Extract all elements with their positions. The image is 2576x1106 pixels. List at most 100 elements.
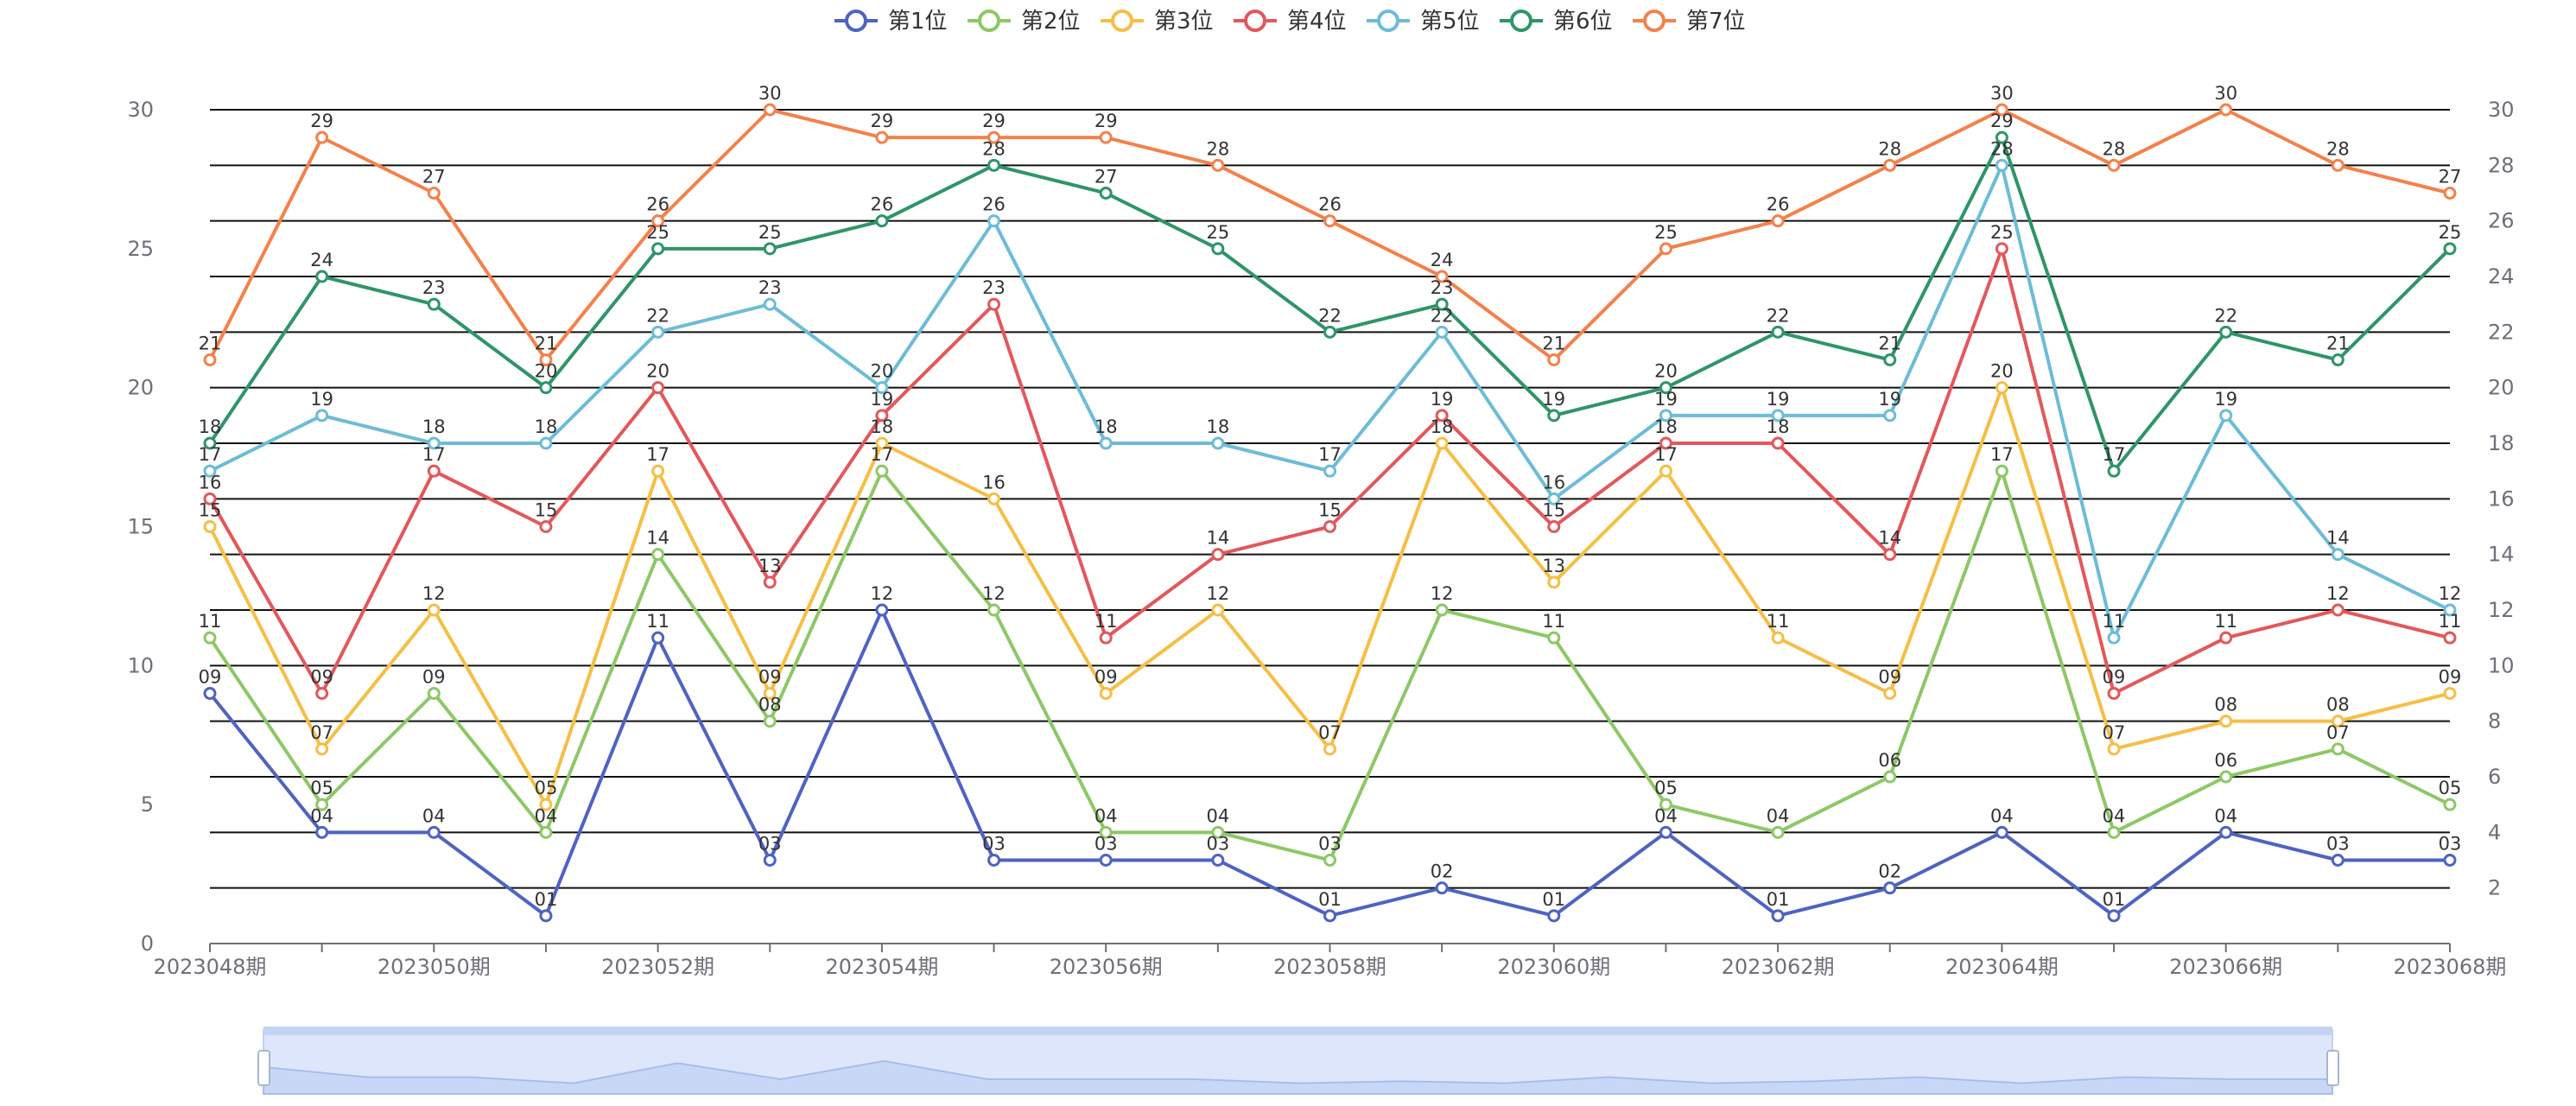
data-point[interactable]	[1659, 436, 1672, 450]
data-point[interactable]	[1771, 825, 1785, 839]
data-point[interactable]	[2443, 854, 2457, 867]
data-point[interactable]	[2219, 825, 2233, 839]
data-point[interactable]	[651, 464, 665, 478]
data-point[interactable]	[1323, 464, 1336, 478]
data-point[interactable]	[763, 854, 777, 867]
data-point[interactable]	[1547, 353, 1561, 366]
data-point[interactable]	[1547, 409, 1561, 423]
data-point[interactable]	[539, 520, 553, 533]
legend-item-3[interactable]: 第3位	[1101, 9, 1214, 35]
data-point[interactable]	[2219, 325, 2233, 339]
data-point[interactable]	[315, 130, 329, 144]
data-point[interactable]	[1435, 297, 1449, 311]
data-point[interactable]	[1883, 158, 1897, 172]
legend-item-6[interactable]: 第6位	[1500, 9, 1613, 35]
data-point[interactable]	[1659, 798, 1672, 811]
data-point[interactable]	[987, 130, 1001, 144]
data-point[interactable]	[1211, 158, 1225, 172]
data-point[interactable]	[315, 270, 329, 283]
data-point[interactable]	[1771, 214, 1785, 228]
legend-item-2[interactable]: 第2位	[968, 9, 1081, 35]
data-point[interactable]	[875, 381, 889, 395]
data-point[interactable]	[1771, 325, 1785, 339]
data-point[interactable]	[315, 742, 329, 756]
data-point[interactable]	[1211, 854, 1225, 867]
data-point[interactable]	[427, 825, 441, 839]
data-point[interactable]	[2443, 798, 2457, 811]
data-point[interactable]	[2219, 103, 2233, 117]
data-point[interactable]	[1659, 409, 1672, 423]
data-point[interactable]	[1099, 436, 1113, 450]
data-point[interactable]	[1995, 158, 2008, 172]
data-point[interactable]	[1883, 353, 1897, 366]
data-point[interactable]	[1099, 130, 1113, 144]
data-point[interactable]	[2331, 854, 2344, 867]
data-point[interactable]	[1435, 436, 1449, 450]
zoom-handle-right[interactable]	[2326, 1050, 2339, 1086]
data-point[interactable]	[1211, 548, 1225, 562]
data-point[interactable]	[1883, 548, 1897, 562]
data-point[interactable]	[427, 603, 441, 617]
data-point[interactable]	[539, 353, 553, 366]
data-point[interactable]	[1883, 770, 1897, 784]
data-point[interactable]	[1435, 325, 1449, 339]
data-point[interactable]	[1323, 325, 1336, 339]
data-point[interactable]	[315, 798, 329, 811]
data-point[interactable]	[1323, 520, 1336, 533]
data-point[interactable]	[203, 687, 217, 700]
data-point[interactable]	[539, 381, 553, 395]
data-point[interactable]	[2107, 825, 2121, 839]
data-point[interactable]	[763, 103, 777, 117]
data-point[interactable]	[875, 409, 889, 423]
data-point[interactable]	[1659, 464, 1672, 478]
data-point[interactable]	[1211, 603, 1225, 617]
data-point[interactable]	[427, 297, 441, 311]
data-point[interactable]	[2107, 687, 2121, 700]
data-point[interactable]	[203, 353, 217, 366]
legend-item-1[interactable]: 第1位	[834, 9, 948, 35]
data-point[interactable]	[1659, 825, 1672, 839]
data-point[interactable]	[1995, 825, 2008, 839]
data-point[interactable]	[651, 548, 665, 562]
data-point[interactable]	[875, 130, 889, 144]
data-point[interactable]	[763, 715, 777, 728]
data-point[interactable]	[875, 214, 889, 228]
data-point[interactable]	[2107, 742, 2121, 756]
data-point[interactable]	[1211, 242, 1225, 256]
data-zoom-slider[interactable]	[257, 1027, 2339, 1095]
data-point[interactable]	[427, 464, 441, 478]
data-point[interactable]	[1211, 825, 1225, 839]
data-point[interactable]	[1995, 130, 2008, 144]
data-point[interactable]	[1995, 242, 2008, 256]
data-point[interactable]	[203, 492, 217, 505]
data-point[interactable]	[875, 464, 889, 478]
data-point[interactable]	[651, 381, 665, 395]
legend-item-4[interactable]: 第4位	[1234, 9, 1347, 35]
data-point[interactable]	[1547, 575, 1561, 589]
data-point[interactable]	[875, 603, 889, 617]
data-point[interactable]	[1435, 270, 1449, 283]
data-point[interactable]	[1435, 409, 1449, 423]
data-point[interactable]	[2219, 715, 2233, 728]
data-point[interactable]	[651, 325, 665, 339]
data-point[interactable]	[1883, 881, 1897, 895]
data-point[interactable]	[987, 603, 1001, 617]
data-point[interactable]	[1099, 687, 1113, 700]
data-point[interactable]	[1099, 631, 1113, 645]
data-point[interactable]	[203, 464, 217, 478]
data-point[interactable]	[2219, 770, 2233, 784]
data-point[interactable]	[1995, 103, 2008, 117]
data-point[interactable]	[1323, 854, 1336, 867]
data-point[interactable]	[2331, 158, 2344, 172]
data-point[interactable]	[315, 825, 329, 839]
data-point[interactable]	[2443, 187, 2457, 200]
data-point[interactable]	[1099, 825, 1113, 839]
data-point[interactable]	[1211, 436, 1225, 450]
data-point[interactable]	[427, 436, 441, 450]
legend[interactable]: 第1位 第2位 第3位 第4位 第5位 第6位 第7位	[834, 9, 1746, 35]
zoom-top-bar[interactable]	[263, 1027, 2332, 1035]
legend-item-5[interactable]: 第5位	[1367, 9, 1480, 35]
data-point[interactable]	[651, 242, 665, 256]
data-point[interactable]	[315, 687, 329, 700]
data-point[interactable]	[1771, 631, 1785, 645]
